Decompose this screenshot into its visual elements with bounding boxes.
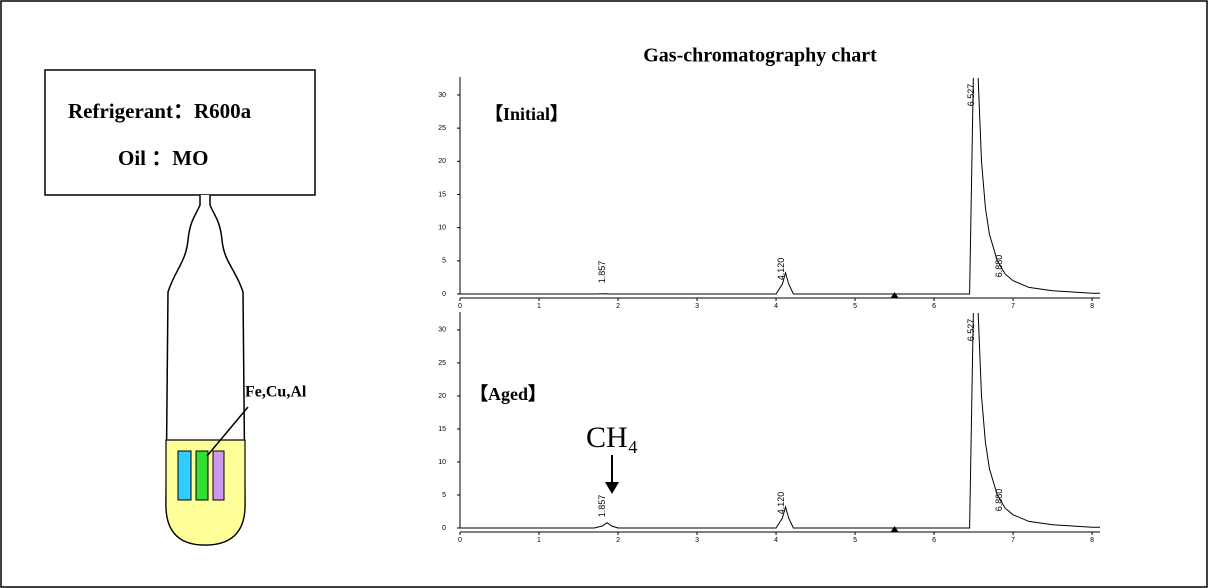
peak-label: 4.120	[776, 492, 786, 515]
x-tick-label: 4	[774, 537, 778, 544]
y-tick-label: 25	[438, 125, 446, 132]
peak-label: 1.857	[597, 495, 607, 518]
y-tick-label: 25	[438, 360, 446, 367]
x-tick-label: 7	[1011, 303, 1015, 310]
chart-title: Gas-chromatography chart	[643, 45, 877, 67]
oil-label: Oil ：MO	[118, 146, 208, 170]
x-tick-label: 4	[774, 303, 778, 310]
x-tick-label: 8	[1090, 537, 1094, 544]
condition-box	[44, 69, 316, 196]
x-tick-label: 2	[616, 537, 620, 544]
metals-label: Fe,Cu,Al	[245, 384, 307, 401]
pointer	[206, 406, 249, 457]
x-tick-label: 6	[932, 537, 936, 544]
metal-strip	[177, 450, 192, 501]
x-tick-label: 5	[853, 537, 857, 544]
x-tick-label: 0	[458, 537, 462, 544]
chromatogram-line	[460, 78, 1100, 295]
refrigerant-label: Refrigerant：R600a	[68, 99, 252, 123]
y-tick-label: 20	[438, 158, 446, 165]
x-tick-label: 2	[616, 303, 620, 310]
y-tick-label: 15	[438, 426, 446, 433]
y-tick-label: 0	[442, 291, 446, 298]
y-tick-label: 30	[438, 327, 446, 334]
peak-label: 6.527	[966, 319, 976, 342]
y-tick-label: 10	[438, 224, 446, 231]
panel-label: 【Initial】	[485, 104, 568, 124]
x-tick-label: 1	[537, 303, 541, 310]
x-tick-label: 8	[1090, 303, 1094, 310]
y-tick-label: 20	[438, 393, 446, 400]
y-tick-label: 0	[442, 525, 446, 532]
marker	[890, 292, 899, 298]
x-tick-label: 0	[458, 303, 462, 310]
y-tick-label: 15	[438, 191, 446, 198]
peak-label: 6.527	[966, 84, 976, 107]
marker	[890, 526, 899, 532]
y-tick-label: 5	[442, 492, 446, 499]
peak-label: 4.120	[776, 258, 786, 281]
metal-strip	[195, 450, 209, 501]
x-tick-label: 1	[537, 537, 541, 544]
x-tick-label: 3	[695, 303, 699, 310]
chromatogram-line	[460, 313, 1100, 529]
y-tick-label: 30	[438, 92, 446, 99]
x-tick-label: 7	[1011, 537, 1015, 544]
arrow-head	[605, 482, 619, 494]
metal-strip	[212, 450, 225, 501]
peak-label: 6.880	[994, 255, 1004, 278]
y-tick-label: 5	[442, 258, 446, 265]
peak-label: 6.880	[994, 489, 1004, 512]
x-tick-label: 5	[853, 303, 857, 310]
x-tick-label: 6	[932, 303, 936, 310]
x-tick-label: 3	[695, 537, 699, 544]
panel-label: 【Aged】	[470, 384, 546, 404]
compound-label: CH₄	[586, 421, 638, 454]
y-tick-label: 10	[438, 459, 446, 466]
peak-label: 1.857	[597, 261, 607, 284]
